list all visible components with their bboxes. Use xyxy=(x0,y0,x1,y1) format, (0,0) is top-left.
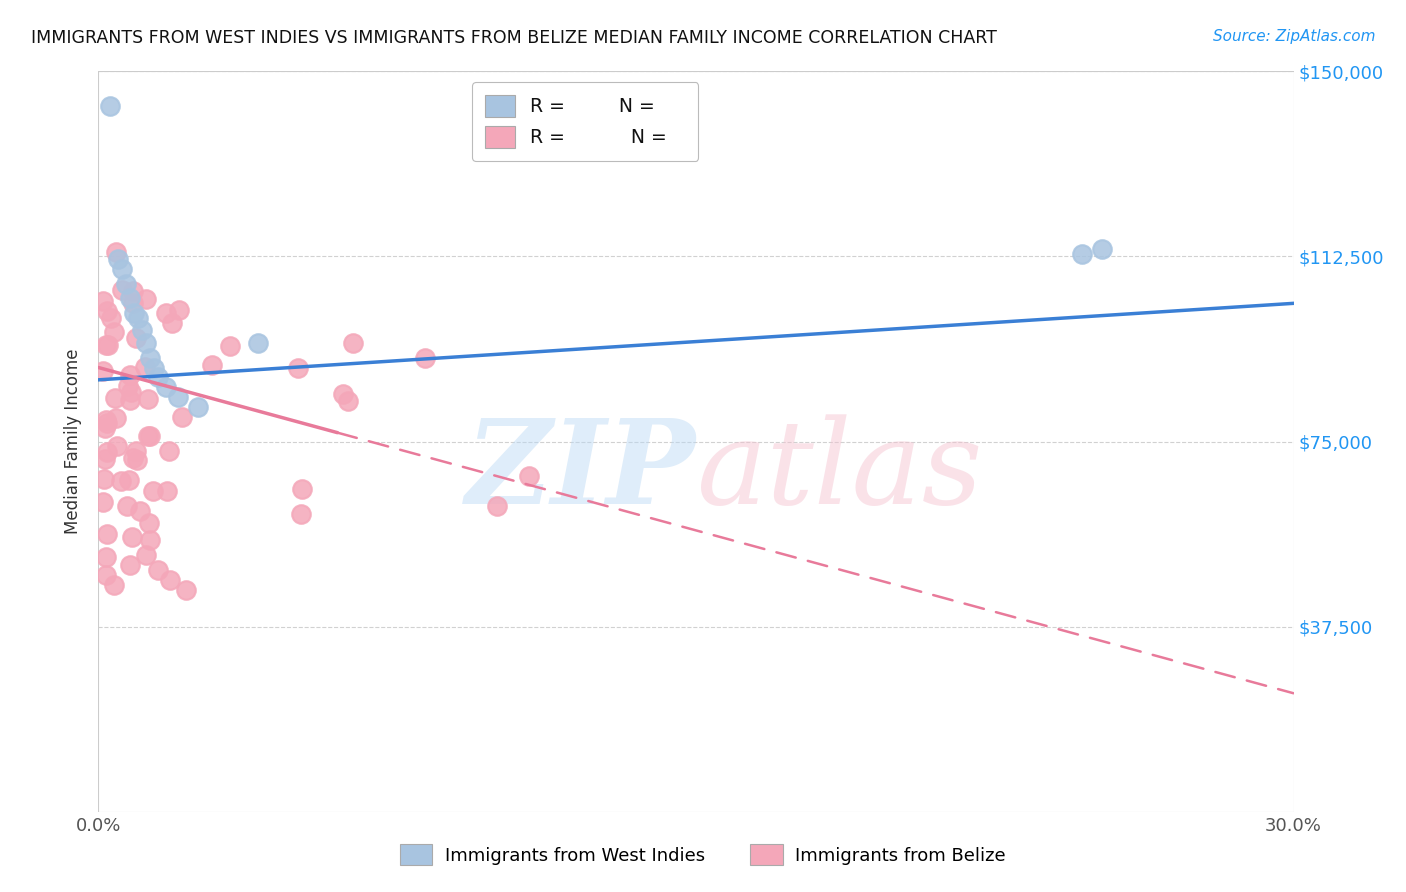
Point xyxy=(107,252,129,266)
Point xyxy=(91,495,114,509)
Point xyxy=(290,482,312,496)
Point xyxy=(96,526,118,541)
Point xyxy=(159,573,181,587)
Point xyxy=(135,548,157,562)
Point xyxy=(201,358,224,372)
Point xyxy=(122,450,145,465)
Point xyxy=(118,368,141,383)
Point xyxy=(94,413,117,427)
Point xyxy=(1071,247,1094,261)
Point xyxy=(485,499,508,513)
Point xyxy=(246,335,269,350)
Point xyxy=(91,364,114,378)
Text: atlas: atlas xyxy=(696,414,983,529)
Point xyxy=(120,292,142,306)
Text: ZIP: ZIP xyxy=(465,414,696,529)
Point xyxy=(136,392,159,406)
Point xyxy=(115,499,138,513)
Point xyxy=(155,306,177,320)
Point xyxy=(111,283,134,297)
Point xyxy=(219,339,242,353)
Point xyxy=(148,563,170,577)
Point xyxy=(517,469,540,483)
Point xyxy=(128,504,150,518)
Point xyxy=(336,393,359,408)
Point xyxy=(105,410,128,425)
Point xyxy=(96,445,118,459)
Point xyxy=(167,390,190,404)
Point xyxy=(143,360,166,375)
Point xyxy=(91,293,114,308)
Text: Source: ZipAtlas.com: Source: ZipAtlas.com xyxy=(1212,29,1375,44)
Point xyxy=(139,429,162,443)
Point xyxy=(136,429,159,443)
Point xyxy=(118,474,141,488)
Point xyxy=(187,400,209,414)
Point xyxy=(115,277,138,291)
Point xyxy=(134,360,156,375)
Point xyxy=(135,292,157,306)
Point xyxy=(111,261,134,276)
Point xyxy=(332,387,354,401)
Point xyxy=(96,550,118,565)
Point xyxy=(105,439,128,453)
Point xyxy=(127,311,149,326)
Point xyxy=(125,331,148,345)
Text: -0.140: -0.140 xyxy=(548,128,607,147)
Point xyxy=(287,360,309,375)
Point xyxy=(110,474,132,488)
Point xyxy=(120,558,142,572)
Point xyxy=(121,284,143,298)
Text: 18: 18 xyxy=(651,103,675,122)
Text: 68: 68 xyxy=(651,128,675,147)
Point xyxy=(131,324,153,338)
Point xyxy=(97,338,120,352)
Legend: Immigrants from West Indies, Immigrants from Belize: Immigrants from West Indies, Immigrants … xyxy=(392,837,1014,872)
Point xyxy=(100,310,122,325)
Point xyxy=(139,351,162,365)
Point xyxy=(174,582,197,597)
Point xyxy=(98,99,122,113)
Point xyxy=(118,393,141,408)
Point xyxy=(148,370,170,384)
Point xyxy=(135,335,157,350)
Point xyxy=(104,391,127,405)
Point xyxy=(125,443,148,458)
Point xyxy=(122,295,145,310)
Point xyxy=(94,421,117,435)
Point xyxy=(94,452,117,467)
Point xyxy=(142,483,165,498)
Point xyxy=(96,304,118,318)
Point xyxy=(93,472,115,486)
Point xyxy=(124,306,146,320)
Point xyxy=(121,530,143,544)
Point xyxy=(125,453,148,467)
Point xyxy=(413,351,436,365)
Point xyxy=(138,516,160,530)
Point xyxy=(96,416,118,430)
Point xyxy=(104,245,127,260)
Point xyxy=(103,325,125,339)
Point xyxy=(139,533,162,547)
Point xyxy=(172,410,194,425)
Point xyxy=(169,303,191,318)
Legend: R =         N =   , R =           N =   : R = N = , R = N = xyxy=(472,82,699,161)
Point xyxy=(155,380,177,394)
Point xyxy=(94,338,117,352)
Point xyxy=(120,384,142,399)
Point xyxy=(342,336,364,351)
Point xyxy=(117,378,139,392)
Text: 0.128: 0.128 xyxy=(557,103,610,122)
Point xyxy=(157,443,180,458)
Point xyxy=(96,567,118,582)
Point xyxy=(1091,242,1114,256)
Text: IMMIGRANTS FROM WEST INDIES VS IMMIGRANTS FROM BELIZE MEDIAN FAMILY INCOME CORRE: IMMIGRANTS FROM WEST INDIES VS IMMIGRANT… xyxy=(31,29,997,46)
Point xyxy=(160,316,183,330)
Point xyxy=(156,483,179,498)
Point xyxy=(103,577,125,591)
Point xyxy=(290,507,312,521)
Y-axis label: Median Family Income: Median Family Income xyxy=(65,349,83,534)
